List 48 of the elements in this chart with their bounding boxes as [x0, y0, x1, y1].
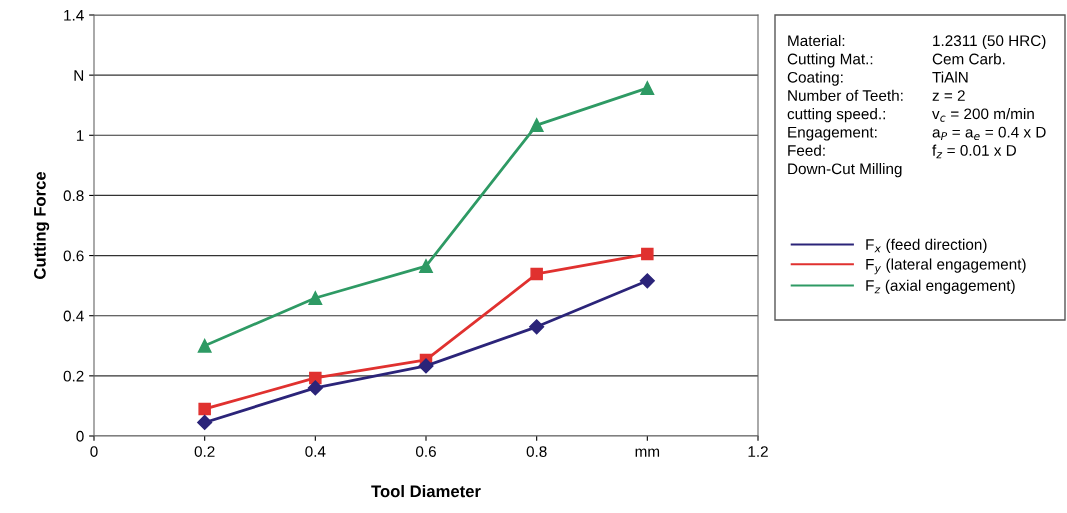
y-tick-label: 0 [76, 430, 84, 442]
point [418, 358, 434, 374]
y-axis-title: Cutting Force [33, 171, 50, 279]
y-tick-label: 0.4 [63, 310, 84, 322]
text: f$_{z}$ = 0.01 x D [932, 144, 1016, 159]
point [640, 81, 655, 96]
x-tick-label: 0.2 [194, 446, 215, 457]
y-tick-label: 1 [76, 130, 84, 141]
legend-label: F$_{x}$ (feed direction) [866, 238, 987, 253]
legend-label: F$_{y}$ (lateral engagement) [866, 258, 1026, 275]
x-tick-label: 0 [90, 446, 98, 457]
text: Material: [788, 34, 845, 47]
point [641, 247, 654, 261]
text: cutting speed.: [787, 108, 885, 123]
legend-label: F$_{z}$ (axial engagement) [866, 279, 1015, 294]
text: a$_{P}$ = a$_{e}$ = 0.4 x D [932, 126, 1046, 141]
y-tick-label: 0.8 [63, 190, 84, 202]
point [529, 319, 545, 335]
y-tick-label: 0.2 [63, 370, 84, 382]
point [529, 118, 544, 133]
x-tick-label: mm [635, 448, 660, 457]
point [197, 338, 212, 353]
text: Cem Carb. [932, 53, 1005, 65]
text: Down-Cut Milling [788, 162, 902, 178]
text: Engagement: [788, 126, 877, 141]
point [308, 291, 323, 305]
text: v$_{c}$ = 200 m/min [932, 108, 1034, 122]
text: Number of Teeth: [788, 89, 903, 101]
y-tick-label: N [74, 70, 84, 81]
x-axis-title: Tool Diameter [371, 484, 481, 498]
point [198, 402, 211, 416]
text: Feed: [788, 144, 825, 156]
point [530, 267, 543, 281]
x-tick-label: 1.2 [748, 446, 768, 457]
point [639, 273, 655, 289]
text: Coating: [787, 71, 843, 86]
point [307, 380, 323, 396]
point [419, 259, 433, 274]
x-tick-label: 0.8 [526, 446, 547, 457]
text: z = 2 [932, 90, 965, 101]
x-tick-label: 0.6 [415, 446, 436, 457]
text: TiAlN [932, 71, 968, 83]
text: 1.2311 (50 HRC) [933, 34, 1046, 50]
x-tick-label: 0.4 [305, 446, 326, 457]
point [197, 414, 213, 431]
text: Cutting Mat.: [787, 53, 873, 68]
y-tick-label: 0.6 [63, 250, 84, 262]
y-tick-label: 1.4 [64, 10, 84, 21]
